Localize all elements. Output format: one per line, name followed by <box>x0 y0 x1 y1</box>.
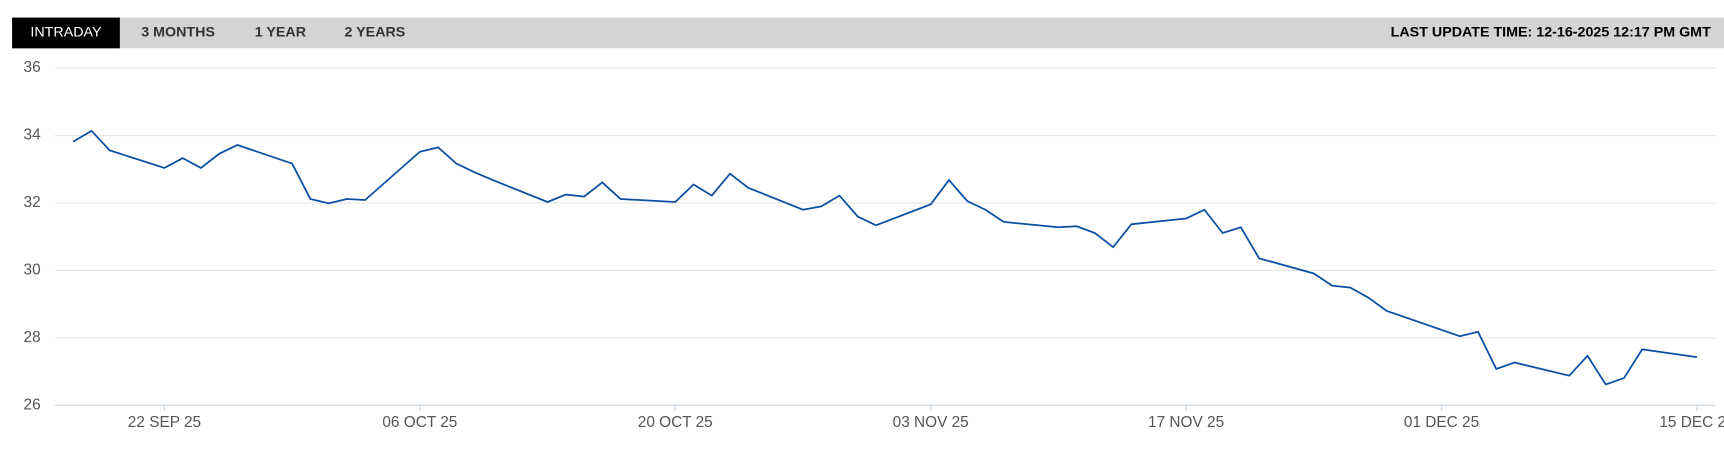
y-tick-label: 28 <box>24 329 41 346</box>
price-line <box>72 129 1698 386</box>
x-tick-label: 20 OCT 25 <box>638 414 713 431</box>
x-tick-label: 22 SEP 25 <box>128 414 201 431</box>
x-tick-label: 15 DEC 25 <box>1659 414 1724 431</box>
y-tick-label: 34 <box>24 127 42 144</box>
y-tick-label: 36 <box>24 59 41 76</box>
x-tick-label: 01 DEC 25 <box>1404 414 1479 431</box>
active-tab-bg <box>12 17 120 49</box>
y-tick-label: 32 <box>24 194 41 211</box>
x-tick-label: 17 NOV 25 <box>1148 414 1224 431</box>
last-update: LAST UPDATE TIME: 12-16-2025 12:17 PM GM… <box>1391 25 1711 41</box>
tab[interactable]: 3 MONTHS <box>141 25 215 41</box>
tab[interactable]: 1 YEAR <box>255 25 307 41</box>
y-tick-label: 30 <box>24 262 41 279</box>
tab[interactable]: INTRADAY <box>30 25 102 41</box>
y-tick-label: 26 <box>24 396 41 413</box>
tab[interactable]: 2 YEARS <box>345 25 406 41</box>
x-tick-label: 03 NOV 25 <box>893 414 969 431</box>
tab-bar <box>12 17 1724 49</box>
x-tick-label: 06 OCT 25 <box>382 414 457 431</box>
